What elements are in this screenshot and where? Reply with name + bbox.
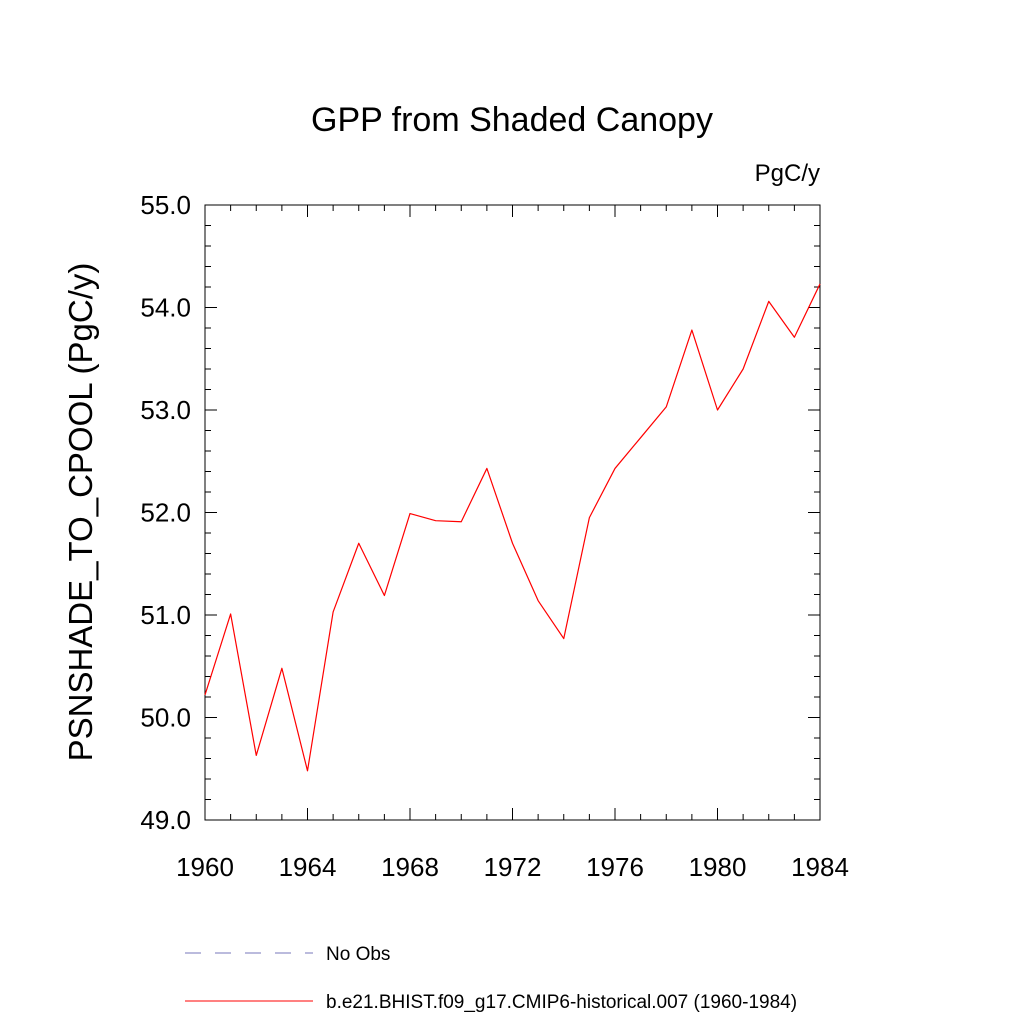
y-tick-label: 53.0 [140,395,191,425]
series-group [204,283,821,772]
y-tick-label: 49.0 [140,805,191,835]
x-tick-label: 1964 [279,852,337,882]
units-label: PgC/y [755,160,820,187]
x-tick-label: 1984 [791,852,849,882]
x-tick-label: 1960 [176,852,234,882]
legend-label-0: No Obs [326,944,390,965]
x-tick-label: 1968 [381,852,439,882]
y-tick-label: 54.0 [140,293,191,323]
chart-title: GPP from Shaded Canopy [311,101,713,139]
legend-label-1: b.e21.BHIST.f09_g17.CMIP6-historical.007… [326,992,797,1013]
y-tick-label: 55.0 [140,190,191,220]
series-line-0 [204,283,821,772]
x-tick-label: 1980 [689,852,747,882]
axes: 49.0 50.0 51.0 52.0 53.0 54.0 55.0 1960 1964 1968… [140,190,849,882]
x-tick-label: 1976 [586,852,644,882]
x-tick-label: 1972 [484,852,542,882]
y-tick-label: 51.0 [140,600,191,630]
y-tick-label: 50.0 [140,703,191,733]
y-axis-label: PSNSHADE_TO_CPOOL (PgC/y) [62,263,99,762]
y-tick-label: 52.0 [140,498,191,528]
legend: No Obs b.e21.BHIST.f09_g17.CMIP6-historic… [185,944,797,1013]
